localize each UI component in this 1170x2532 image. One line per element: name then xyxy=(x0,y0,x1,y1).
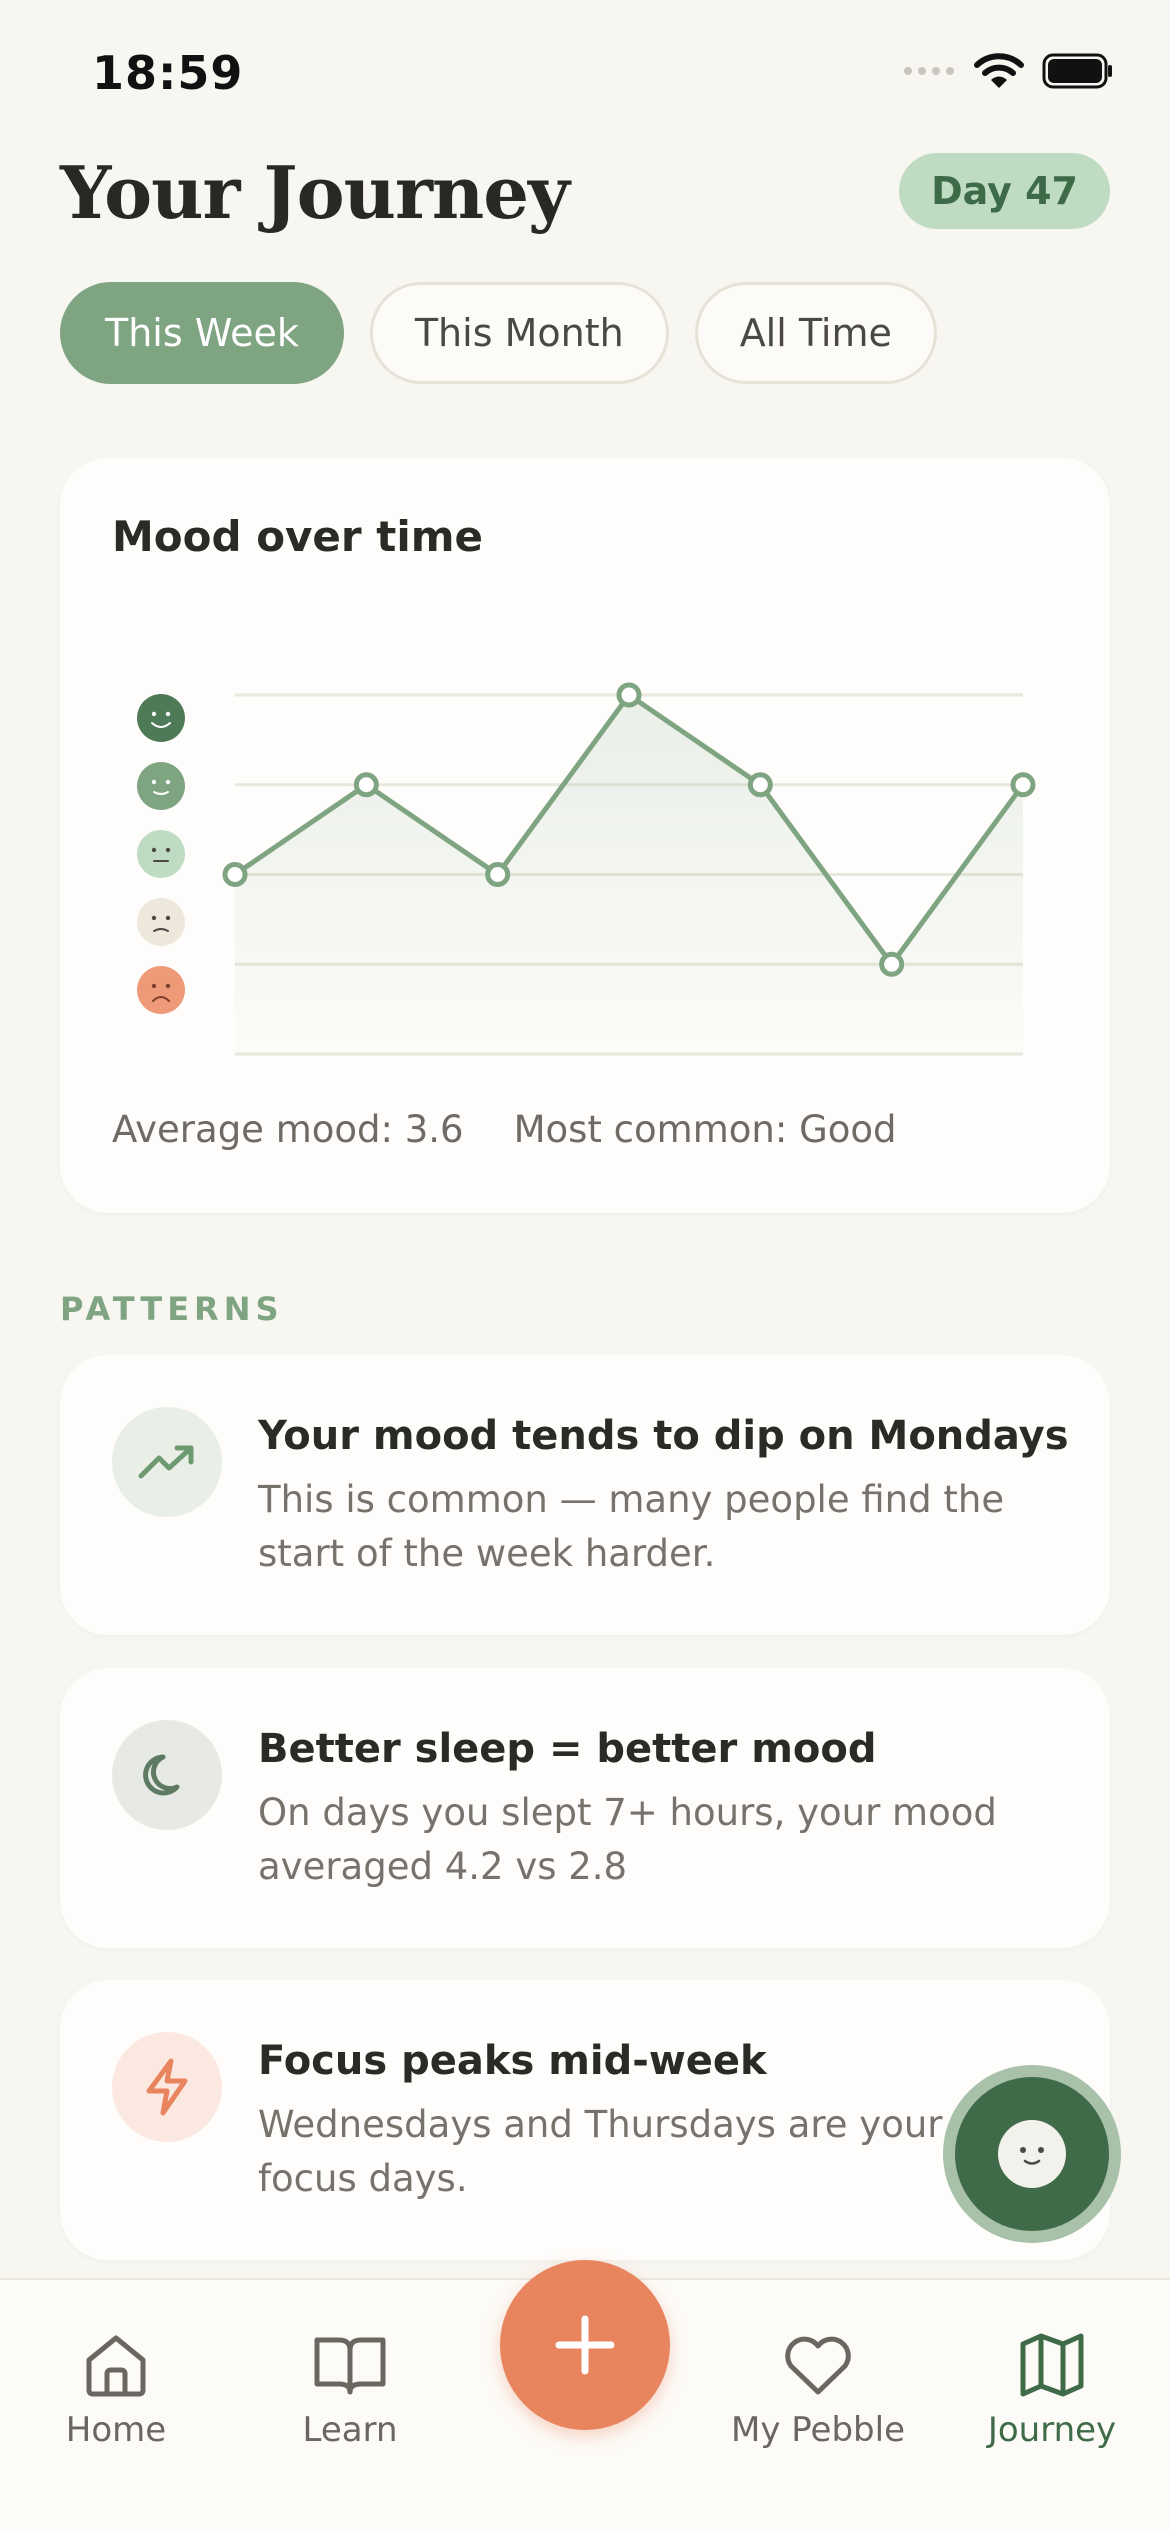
day-badge: Day 47 xyxy=(899,153,1110,229)
mood-point-tue xyxy=(353,772,379,798)
average-mood: Average mood: 3.6 xyxy=(112,1108,464,1151)
tab-label: My Pebble xyxy=(730,2410,905,2450)
time-filter-tabs: This Week This Month All Time xyxy=(60,282,937,384)
filter-this-month[interactable]: This Month xyxy=(369,282,669,384)
plus-icon xyxy=(555,2315,615,2375)
happy-face-icon xyxy=(137,762,185,810)
pattern-card-focus[interactable]: Focus peaks mid-week Wednesdays and Thur… xyxy=(60,1980,1110,2260)
mood-chart-card: Mood over time MonTueWedThuFriSatSun Ave… xyxy=(60,458,1110,1213)
tab-label: Journey xyxy=(987,2410,1117,2450)
companion-inner xyxy=(955,2077,1109,2231)
page-title: Your Journey xyxy=(60,150,570,235)
pattern-body: On days you slept 7+ hours, your mood av… xyxy=(258,1791,997,1888)
neutral-face-icon xyxy=(137,830,185,878)
header: Your Journey Day 47 xyxy=(60,150,1110,250)
most-common-mood: Most common: Good xyxy=(513,1108,897,1151)
pattern-title: Better sleep = better mood xyxy=(258,1726,877,1772)
battery-icon xyxy=(1042,53,1112,89)
tab-label: Home xyxy=(65,2410,167,2450)
sad-face-icon xyxy=(137,966,185,1014)
add-entry-button[interactable] xyxy=(500,2260,670,2430)
pebble-face-icon xyxy=(998,2120,1066,2188)
pattern-title: Your mood tends to dip on Mondays xyxy=(258,1413,1069,1459)
home-icon xyxy=(86,2335,146,2397)
mood-point-wed xyxy=(485,862,511,887)
pattern-card-monday-dip[interactable]: Your mood tends to dip on Mondays This i… xyxy=(60,1355,1110,1635)
filter-this-week[interactable]: This Week xyxy=(60,282,344,384)
unsure-face-icon xyxy=(137,898,185,946)
mood-point-sat xyxy=(879,951,905,977)
tab-my-pebble[interactable]: My Pebble xyxy=(718,2280,918,2480)
mood-point-thu xyxy=(616,682,642,708)
heart-icon xyxy=(785,2336,851,2395)
lightning-icon xyxy=(112,2032,222,2142)
cellular-signal-icon xyxy=(904,67,954,75)
pattern-title: Focus peaks mid-week xyxy=(258,2038,767,2084)
tab-home[interactable]: Home xyxy=(16,2280,216,2480)
patterns-section-label: PATTERNS xyxy=(60,1290,284,1328)
tab-label: Learn xyxy=(302,2410,398,2450)
mood-chart-title: Mood over time xyxy=(112,512,483,561)
pattern-body: Wednesdays and Thursdays are your best f… xyxy=(258,2103,1035,2200)
pattern-card-sleep[interactable]: Better sleep = better mood On days you s… xyxy=(60,1668,1110,1948)
map-icon xyxy=(1020,2333,1084,2397)
mood-point-fri xyxy=(747,772,773,798)
moon-icon xyxy=(112,1720,222,1830)
tab-learn[interactable]: Learn xyxy=(250,2280,450,2480)
mood-chart: MonTueWedThuFriSatSun xyxy=(137,682,1036,1056)
filter-all-time[interactable]: All Time xyxy=(694,282,937,384)
status-time: 18:59 xyxy=(92,46,244,100)
mood-area xyxy=(235,695,1023,1054)
trend-up-icon xyxy=(112,1407,222,1517)
mood-point-mon xyxy=(222,862,248,887)
book-icon xyxy=(314,2337,386,2395)
wifi-icon xyxy=(974,53,1024,88)
mood-stats: Average mood: 3.6 Most common: Good xyxy=(112,1108,897,1151)
pattern-body: This is common — many people find the st… xyxy=(258,1478,1005,1575)
very-happy-face-icon xyxy=(137,694,185,742)
tab-journey[interactable]: Journey xyxy=(952,2280,1152,2480)
status-bar: 18:59 xyxy=(0,0,1170,150)
companion-button[interactable] xyxy=(943,2065,1121,2243)
status-icons xyxy=(902,52,1114,90)
mood-point-sun xyxy=(1010,772,1036,798)
